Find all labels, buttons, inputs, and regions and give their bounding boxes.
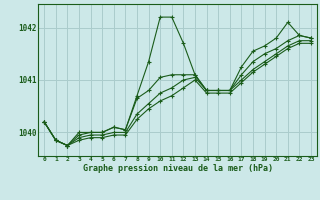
X-axis label: Graphe pression niveau de la mer (hPa): Graphe pression niveau de la mer (hPa)	[83, 164, 273, 173]
